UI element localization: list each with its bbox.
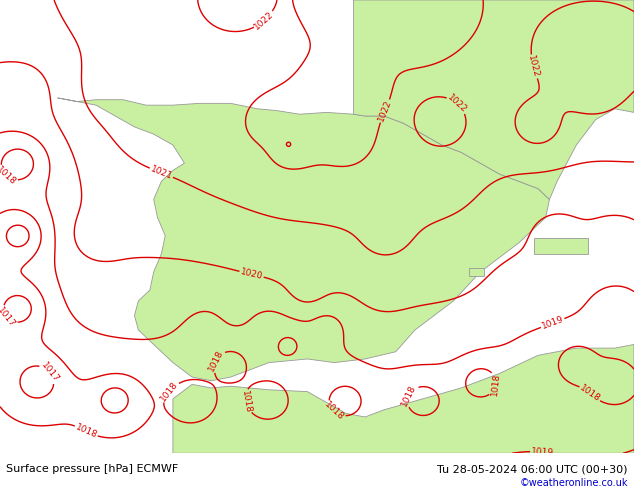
- Text: 1018: 1018: [400, 383, 418, 407]
- Text: 1022: 1022: [526, 54, 541, 79]
- Polygon shape: [58, 98, 550, 381]
- Polygon shape: [534, 238, 588, 254]
- Text: 1018: 1018: [0, 165, 18, 187]
- Text: 1020: 1020: [240, 267, 264, 281]
- Text: 1018: 1018: [240, 390, 252, 414]
- Text: Surface pressure [hPa] ECMWF: Surface pressure [hPa] ECMWF: [6, 465, 179, 474]
- Text: 1022: 1022: [446, 93, 469, 115]
- Polygon shape: [173, 344, 634, 453]
- Text: 1018: 1018: [490, 372, 501, 396]
- Text: 1019: 1019: [540, 315, 565, 331]
- Text: 1018: 1018: [578, 383, 602, 404]
- Text: 1019: 1019: [531, 447, 554, 457]
- Text: 1018: 1018: [323, 400, 346, 422]
- Polygon shape: [354, 0, 634, 199]
- Text: 1021: 1021: [149, 164, 174, 181]
- Text: 1018: 1018: [207, 348, 225, 373]
- Text: ©weatheronline.co.uk: ©weatheronline.co.uk: [519, 478, 628, 488]
- Text: Tu 28-05-2024 06:00 UTC (00+30): Tu 28-05-2024 06:00 UTC (00+30): [437, 465, 628, 474]
- Text: 1017: 1017: [39, 361, 61, 384]
- Text: 1022: 1022: [253, 9, 276, 31]
- Text: 1017: 1017: [0, 305, 17, 329]
- Text: 1018: 1018: [74, 423, 98, 440]
- Text: 1022: 1022: [377, 99, 393, 123]
- Text: 1018: 1018: [158, 380, 180, 403]
- Polygon shape: [469, 269, 484, 275]
